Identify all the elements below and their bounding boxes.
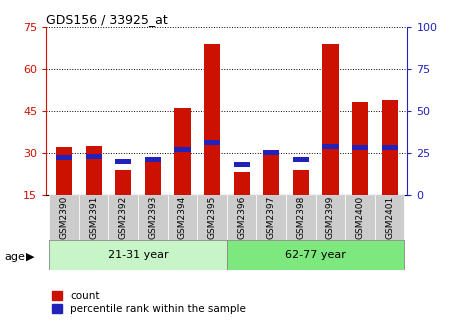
Bar bbox=[322, 144, 338, 149]
FancyBboxPatch shape bbox=[316, 195, 345, 240]
Text: GSM2399: GSM2399 bbox=[326, 196, 335, 239]
Bar bbox=[293, 170, 309, 195]
Bar bbox=[175, 108, 191, 195]
FancyBboxPatch shape bbox=[197, 195, 227, 240]
Bar bbox=[86, 154, 102, 159]
Bar bbox=[293, 157, 309, 162]
Bar bbox=[352, 102, 368, 195]
FancyBboxPatch shape bbox=[138, 195, 168, 240]
Bar bbox=[382, 145, 398, 151]
Bar bbox=[233, 172, 250, 195]
FancyBboxPatch shape bbox=[227, 195, 257, 240]
Bar bbox=[56, 147, 72, 195]
Bar bbox=[175, 147, 191, 152]
FancyBboxPatch shape bbox=[375, 195, 405, 240]
Bar bbox=[145, 157, 161, 195]
Text: GSM2396: GSM2396 bbox=[237, 196, 246, 239]
Text: GSM2390: GSM2390 bbox=[60, 196, 69, 239]
Bar bbox=[204, 140, 220, 145]
FancyBboxPatch shape bbox=[227, 240, 405, 270]
Bar bbox=[86, 146, 102, 195]
Bar bbox=[145, 157, 161, 162]
Bar bbox=[204, 44, 220, 195]
Bar bbox=[352, 145, 368, 151]
Text: GSM2394: GSM2394 bbox=[178, 196, 187, 239]
Legend: count, percentile rank within the sample: count, percentile rank within the sample bbox=[51, 291, 246, 314]
FancyBboxPatch shape bbox=[49, 240, 227, 270]
Bar bbox=[263, 151, 279, 155]
Text: ▶: ▶ bbox=[26, 252, 35, 262]
Bar bbox=[56, 155, 72, 161]
Text: GSM2393: GSM2393 bbox=[148, 196, 157, 239]
Text: 21-31 year: 21-31 year bbox=[108, 250, 169, 260]
FancyBboxPatch shape bbox=[345, 195, 375, 240]
Text: age: age bbox=[5, 252, 25, 262]
Text: GSM2401: GSM2401 bbox=[385, 196, 394, 239]
Text: GSM2398: GSM2398 bbox=[296, 196, 306, 239]
FancyBboxPatch shape bbox=[286, 195, 316, 240]
FancyBboxPatch shape bbox=[257, 195, 286, 240]
FancyBboxPatch shape bbox=[79, 195, 108, 240]
Text: 62-77 year: 62-77 year bbox=[285, 250, 346, 260]
FancyBboxPatch shape bbox=[108, 195, 138, 240]
Bar bbox=[115, 159, 131, 164]
FancyBboxPatch shape bbox=[168, 195, 197, 240]
Bar bbox=[382, 100, 398, 195]
Text: GSM2400: GSM2400 bbox=[356, 196, 364, 239]
FancyBboxPatch shape bbox=[49, 195, 79, 240]
Bar bbox=[115, 170, 131, 195]
Bar bbox=[233, 162, 250, 167]
Text: GSM2397: GSM2397 bbox=[267, 196, 276, 239]
Bar bbox=[263, 150, 279, 195]
Text: GSM2395: GSM2395 bbox=[207, 196, 217, 239]
Text: GDS156 / 33925_at: GDS156 / 33925_at bbox=[46, 13, 168, 26]
Text: GSM2392: GSM2392 bbox=[119, 196, 128, 239]
Text: GSM2391: GSM2391 bbox=[89, 196, 98, 239]
Bar bbox=[322, 44, 338, 195]
